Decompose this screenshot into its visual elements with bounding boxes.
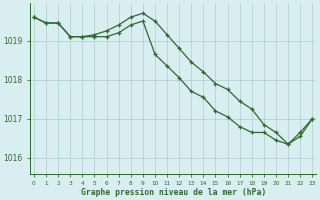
X-axis label: Graphe pression niveau de la mer (hPa): Graphe pression niveau de la mer (hPa): [81, 188, 266, 197]
